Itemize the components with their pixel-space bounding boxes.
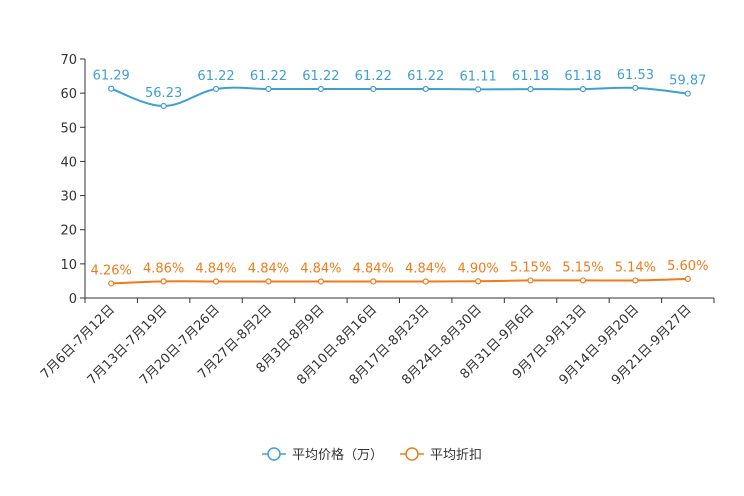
data-label: 61.22 bbox=[407, 69, 444, 84]
data-point bbox=[475, 278, 482, 285]
chart-axes: 0102030405060707月6日-7月12日7月13日-7月19日7月20… bbox=[38, 53, 715, 388]
chart-legend[interactable]: 平均价格（万） 平均折扣 bbox=[262, 447, 482, 463]
data-point bbox=[527, 277, 534, 284]
data-label: 56.23 bbox=[145, 86, 182, 101]
legend-item-0[interactable]: 平均价格（万） bbox=[262, 447, 383, 463]
series-line bbox=[110, 86, 688, 108]
data-label: 61.22 bbox=[250, 69, 287, 84]
data-label: 4.84% bbox=[353, 261, 394, 276]
legend-item-1[interactable]: 平均折扣 bbox=[400, 447, 482, 463]
data-label: 5.15% bbox=[562, 260, 603, 275]
data-point bbox=[212, 85, 220, 93]
data-label: 4.84% bbox=[405, 261, 446, 276]
data-point bbox=[475, 86, 482, 93]
y-tick-label: 40 bbox=[60, 155, 77, 170]
data-label: 4.84% bbox=[248, 261, 289, 276]
data-point bbox=[212, 278, 220, 285]
data-point bbox=[160, 278, 167, 285]
data-point bbox=[527, 86, 534, 93]
data-label: 4.86% bbox=[143, 261, 184, 276]
data-label: 61.22 bbox=[355, 69, 392, 84]
data-point bbox=[422, 85, 429, 93]
legend-circle-icon bbox=[405, 447, 419, 461]
legend-label: 平均价格（万） bbox=[292, 447, 383, 463]
data-point bbox=[108, 280, 115, 287]
data-label: 5.14% bbox=[615, 260, 656, 275]
y-tick-label: 50 bbox=[60, 121, 77, 136]
series-layer: 61.29 56.23 61.22 61.22 61.22 61.22 61.22 61.11… bbox=[91, 68, 708, 287]
data-label: 61.11 bbox=[460, 69, 497, 84]
data-point bbox=[422, 278, 429, 285]
data-point bbox=[579, 86, 587, 93]
data-point bbox=[632, 84, 639, 92]
data-point bbox=[370, 85, 377, 93]
y-tick-label: 60 bbox=[60, 87, 77, 102]
data-label: 61.22 bbox=[197, 69, 234, 84]
data-label: 4.84% bbox=[195, 261, 236, 276]
data-label: 61.18 bbox=[564, 69, 601, 84]
data-label: 61.53 bbox=[617, 68, 654, 83]
y-tick-label: 0 bbox=[69, 292, 77, 307]
data-label: 61.29 bbox=[93, 69, 130, 84]
data-point bbox=[160, 102, 167, 110]
data-point bbox=[317, 85, 324, 93]
data-label: 4.26% bbox=[91, 263, 132, 278]
y-tick-label: 10 bbox=[60, 258, 77, 273]
data-point bbox=[265, 278, 272, 285]
series-1: 4.26% 4.86% 4.84% 4.84% 4.84% 4.84% 4.84% 4.90%… bbox=[91, 259, 708, 287]
data-point bbox=[370, 278, 377, 285]
y-tick-label: 30 bbox=[60, 190, 77, 205]
data-label: 4.90% bbox=[457, 261, 498, 276]
data-label: 5.15% bbox=[510, 260, 551, 275]
data-point bbox=[579, 277, 587, 284]
data-point bbox=[684, 90, 691, 97]
y-tick-label: 70 bbox=[60, 53, 77, 68]
data-point bbox=[317, 278, 324, 285]
data-label: 61.22 bbox=[302, 69, 339, 84]
data-point bbox=[684, 275, 691, 282]
data-label: 4.84% bbox=[300, 261, 341, 276]
data-point bbox=[108, 85, 115, 92]
data-label: 59.87 bbox=[669, 74, 706, 89]
data-label: 61.18 bbox=[512, 69, 549, 84]
series-line bbox=[111, 277, 688, 285]
y-tick-label: 20 bbox=[60, 224, 77, 239]
data-point bbox=[632, 277, 639, 284]
series-0: 61.29 56.23 61.22 61.22 61.22 61.22 61.22 61.11… bbox=[93, 68, 706, 110]
data-label: 5.60% bbox=[667, 259, 708, 274]
legend-circle-icon bbox=[267, 447, 281, 461]
legend-label: 平均折扣 bbox=[430, 448, 482, 463]
data-point bbox=[265, 85, 272, 93]
